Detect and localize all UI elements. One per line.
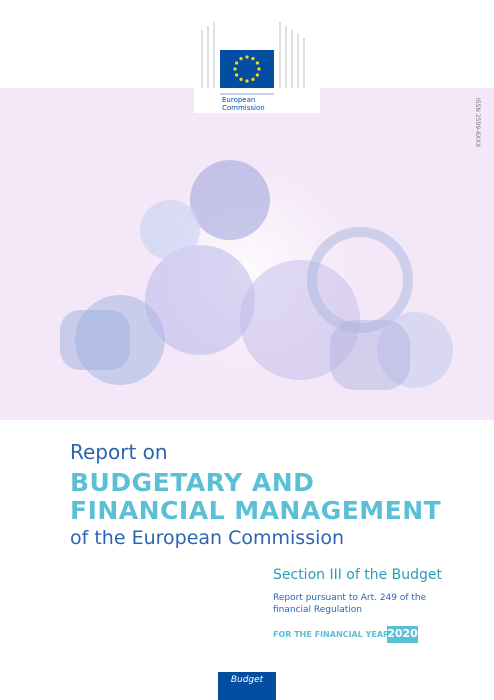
subtitle: Report pursuant to Art. 249 of the finan… bbox=[273, 592, 426, 616]
star bbox=[239, 77, 243, 81]
footer-tab: Budget bbox=[230, 675, 264, 685]
subtitle-line: financial Regulation bbox=[273, 605, 362, 615]
logo bbox=[194, 18, 320, 113]
star bbox=[251, 77, 255, 81]
subtitle-line: Report pursuant to Art. 249 of the bbox=[273, 593, 427, 603]
illustration bbox=[60, 160, 453, 390]
star bbox=[233, 67, 237, 71]
star bbox=[235, 73, 239, 77]
title-outro: of the European Commission bbox=[70, 527, 345, 549]
star bbox=[255, 73, 259, 77]
issn: ISSN 2599-6XXX bbox=[474, 98, 481, 148]
logo-line: European bbox=[222, 96, 256, 104]
year-label: FOR THE FINANCIAL YEAR bbox=[273, 630, 390, 639]
star bbox=[251, 57, 255, 61]
star bbox=[255, 61, 259, 65]
title-line: BUDGETARY AND bbox=[70, 468, 315, 497]
section: Section III of the Budget bbox=[273, 567, 443, 583]
footer-tab-bg bbox=[218, 672, 276, 700]
year-badge bbox=[387, 626, 418, 643]
star bbox=[235, 61, 239, 65]
logo-line: Commission bbox=[222, 104, 265, 112]
title-line: FINANCIAL MANAGEMENT bbox=[70, 496, 442, 525]
star bbox=[257, 67, 261, 71]
year: 2020 bbox=[387, 627, 418, 640]
star bbox=[239, 57, 243, 61]
star bbox=[245, 55, 249, 59]
logo-text: European Commission bbox=[222, 96, 265, 112]
star bbox=[245, 79, 249, 83]
title-intro: Report on bbox=[70, 440, 168, 464]
